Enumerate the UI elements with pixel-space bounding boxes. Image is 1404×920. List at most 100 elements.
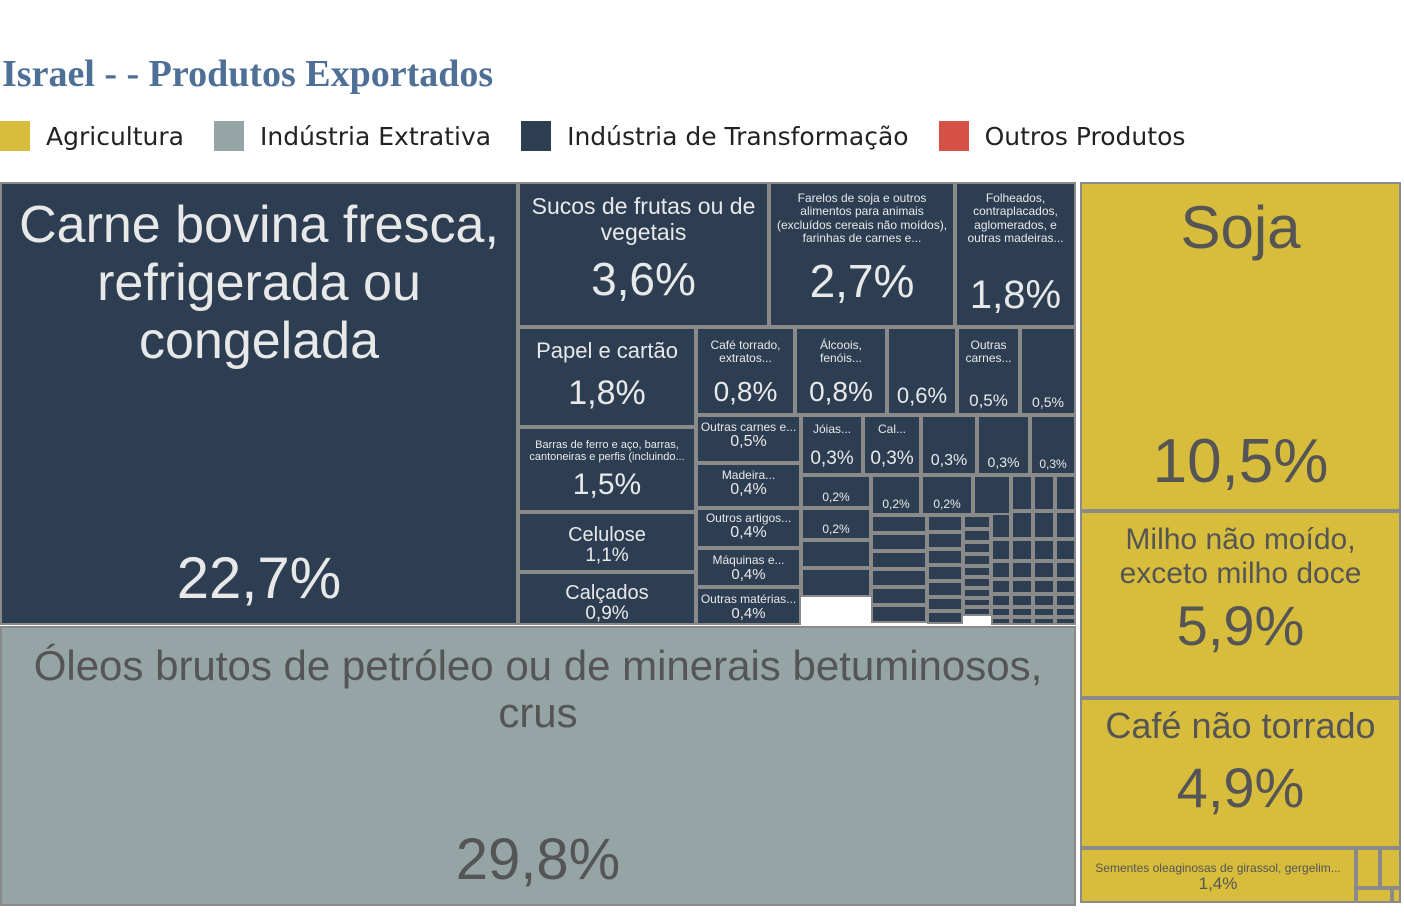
treemap-tile-small[interactable] bbox=[871, 515, 927, 533]
treemap-tile-small[interactable] bbox=[963, 566, 991, 577]
treemap-tile-small[interactable] bbox=[1055, 617, 1076, 625]
treemap-tile[interactable]: 0,2% bbox=[871, 475, 921, 515]
treemap-tile-small[interactable] bbox=[1356, 888, 1392, 903]
treemap-tile-small[interactable] bbox=[1392, 888, 1401, 903]
treemap-tile-small[interactable] bbox=[1055, 579, 1076, 594]
treemap-tile-small[interactable] bbox=[963, 598, 991, 607]
treemap-tile[interactable]: 0,2% bbox=[801, 508, 871, 540]
treemap-tile-small[interactable] bbox=[927, 532, 963, 549]
treemap-tile-small[interactable] bbox=[871, 569, 927, 587]
treemap-tile-small[interactable] bbox=[991, 579, 1011, 594]
treemap-tile[interactable]: 0,3% bbox=[921, 415, 977, 475]
treemap-tile-small[interactable] bbox=[1033, 539, 1055, 561]
treemap-tile-small[interactable] bbox=[1055, 475, 1076, 511]
tile-label: Milho não moído, exceto milho doce bbox=[1119, 523, 1362, 590]
treemap-tile-small[interactable] bbox=[1055, 607, 1076, 617]
treemap-tile-small[interactable] bbox=[1011, 561, 1033, 579]
treemap-tile-small[interactable] bbox=[1011, 607, 1033, 617]
treemap-tile-small[interactable] bbox=[927, 611, 963, 624]
treemap-tile[interactable]: Carne bovina fresca, refrigerada ou cong… bbox=[0, 182, 518, 625]
treemap-tile-small[interactable] bbox=[1033, 594, 1055, 607]
treemap-tile-small[interactable] bbox=[991, 539, 1011, 561]
treemap-tile-small[interactable] bbox=[963, 515, 991, 529]
treemap-tile-small[interactable] bbox=[991, 607, 1011, 617]
treemap-tile[interactable]: 0,3% bbox=[977, 415, 1030, 475]
treemap-tile-small[interactable] bbox=[1011, 617, 1033, 625]
treemap-tile-small[interactable] bbox=[1011, 511, 1033, 539]
treemap-tile-small[interactable] bbox=[1011, 594, 1033, 607]
treemap-tile-small[interactable] bbox=[1011, 579, 1033, 594]
treemap-tile[interactable]: Madeira... 0,4% bbox=[696, 463, 801, 508]
treemap-tile[interactable]: Álcoois, fenóis... 0,8% bbox=[795, 327, 887, 415]
treemap-tile[interactable]: Farelos de soja e outros alimentos para … bbox=[769, 182, 955, 327]
treemap-tile-small[interactable] bbox=[963, 577, 991, 588]
legend-item-transformacao[interactable]: Indústria de Transformação bbox=[521, 121, 909, 151]
treemap-tile-small[interactable] bbox=[991, 617, 1011, 625]
treemap-tile-small[interactable] bbox=[991, 594, 1011, 607]
treemap-tile[interactable]: Óleos brutos de petróleo ou de minerais … bbox=[0, 626, 1076, 906]
legend-item-outros[interactable]: Outros Produtos bbox=[938, 121, 1185, 151]
treemap-tile-small[interactable] bbox=[1055, 511, 1076, 539]
treemap-tile[interactable]: Folheados, contraplacados, aglomerados, … bbox=[955, 182, 1076, 327]
treemap-tile-small[interactable] bbox=[963, 542, 991, 554]
treemap-tile-small[interactable] bbox=[973, 475, 1011, 515]
treemap-tile-small[interactable] bbox=[801, 568, 871, 597]
treemap-tile[interactable]: Celulose 1,1% bbox=[518, 512, 696, 572]
treemap-tile-small[interactable] bbox=[1356, 848, 1380, 888]
treemap-tile[interactable]: Outros artigos... 0,4% bbox=[696, 508, 801, 548]
treemap-tile-small[interactable] bbox=[963, 607, 991, 616]
treemap-tile[interactable]: Sucos de frutas ou de vegetais 3,6% bbox=[518, 182, 769, 327]
treemap-tile-small[interactable] bbox=[1055, 594, 1076, 607]
treemap-tile[interactable]: 0,2% bbox=[801, 475, 871, 508]
treemap-tile-small[interactable] bbox=[927, 515, 963, 532]
legend-item-agricultura[interactable]: Agricultura bbox=[0, 121, 184, 151]
treemap-tile-small[interactable] bbox=[1033, 607, 1055, 617]
treemap-tile-small[interactable] bbox=[1011, 539, 1033, 561]
treemap-tile[interactable]: Milho não moído, exceto milho doce 5,9% bbox=[1080, 511, 1401, 698]
treemap-tile[interactable]: Sementes oleaginosas de girassol, gergel… bbox=[1080, 848, 1356, 903]
treemap-tile-small[interactable] bbox=[1033, 561, 1055, 579]
treemap-tile-small[interactable] bbox=[963, 529, 991, 542]
treemap-tile-small[interactable] bbox=[1055, 539, 1076, 561]
treemap-tile[interactable]: Café torrado, extratos... 0,8% bbox=[696, 327, 795, 415]
treemap-tile[interactable]: 0,2% bbox=[921, 475, 973, 515]
treemap-tile-small[interactable] bbox=[1033, 617, 1055, 625]
tile-label: Farelos de soja e outros alimentos para … bbox=[776, 191, 948, 246]
treemap-tile-small[interactable] bbox=[927, 565, 963, 581]
tile-value: 0,9% bbox=[585, 603, 629, 625]
treemap-tile-small[interactable] bbox=[991, 561, 1011, 579]
treemap-tile-small[interactable] bbox=[801, 540, 871, 568]
treemap-tile[interactable]: Jóias... 0,3% bbox=[801, 415, 863, 475]
treemap-tile-small[interactable] bbox=[1033, 579, 1055, 594]
treemap-tile[interactable]: 0,6% bbox=[887, 327, 957, 415]
treemap-tile[interactable]: Cal... 0,3% bbox=[863, 415, 921, 475]
treemap-tile[interactable]: Café não torrado 4,9% bbox=[1080, 698, 1401, 848]
legend-label: Indústria Extrativa bbox=[259, 121, 492, 151]
legend-item-extrativa[interactable]: Indústria Extrativa bbox=[213, 121, 492, 151]
treemap-tile-small[interactable] bbox=[871, 587, 927, 605]
treemap-tile-small[interactable] bbox=[871, 605, 927, 623]
treemap-tile[interactable]: Outras matérias... 0,4% bbox=[696, 587, 801, 625]
treemap-tile[interactable]: 0,5% bbox=[1020, 327, 1076, 415]
treemap-tile[interactable]: Outras carnes e... 0,5% bbox=[696, 415, 801, 463]
treemap-tile-small[interactable] bbox=[871, 533, 927, 551]
treemap-tile-small[interactable] bbox=[927, 581, 963, 597]
treemap-tile-small[interactable] bbox=[1033, 511, 1055, 539]
treemap-tile[interactable]: Soja 10,5% bbox=[1080, 182, 1401, 511]
treemap-tile-small[interactable] bbox=[991, 511, 1011, 539]
treemap-tile-small[interactable] bbox=[1033, 475, 1055, 511]
treemap-tile-small[interactable] bbox=[963, 554, 991, 566]
treemap-tile-small[interactable] bbox=[1380, 848, 1401, 888]
treemap-tile[interactable]: Calçados 0,9% bbox=[518, 572, 696, 625]
treemap-tile[interactable]: 0,3% bbox=[1030, 415, 1076, 475]
treemap-tile-small[interactable] bbox=[927, 597, 963, 611]
treemap-tile[interactable]: Barras de ferro e aço, barras, cantoneir… bbox=[518, 427, 696, 512]
treemap-tile-small[interactable] bbox=[963, 588, 991, 598]
treemap-tile-small[interactable] bbox=[1011, 475, 1033, 511]
treemap-tile[interactable]: Outras carnes... 0,5% bbox=[957, 327, 1020, 415]
treemap-tile-small[interactable] bbox=[1055, 561, 1076, 579]
treemap-tile-small[interactable] bbox=[927, 549, 963, 565]
treemap-tile-small[interactable] bbox=[871, 551, 927, 569]
treemap-tile[interactable]: Máquinas e... 0,4% bbox=[696, 548, 801, 587]
treemap-tile[interactable]: Papel e cartão 1,8% bbox=[518, 327, 696, 427]
